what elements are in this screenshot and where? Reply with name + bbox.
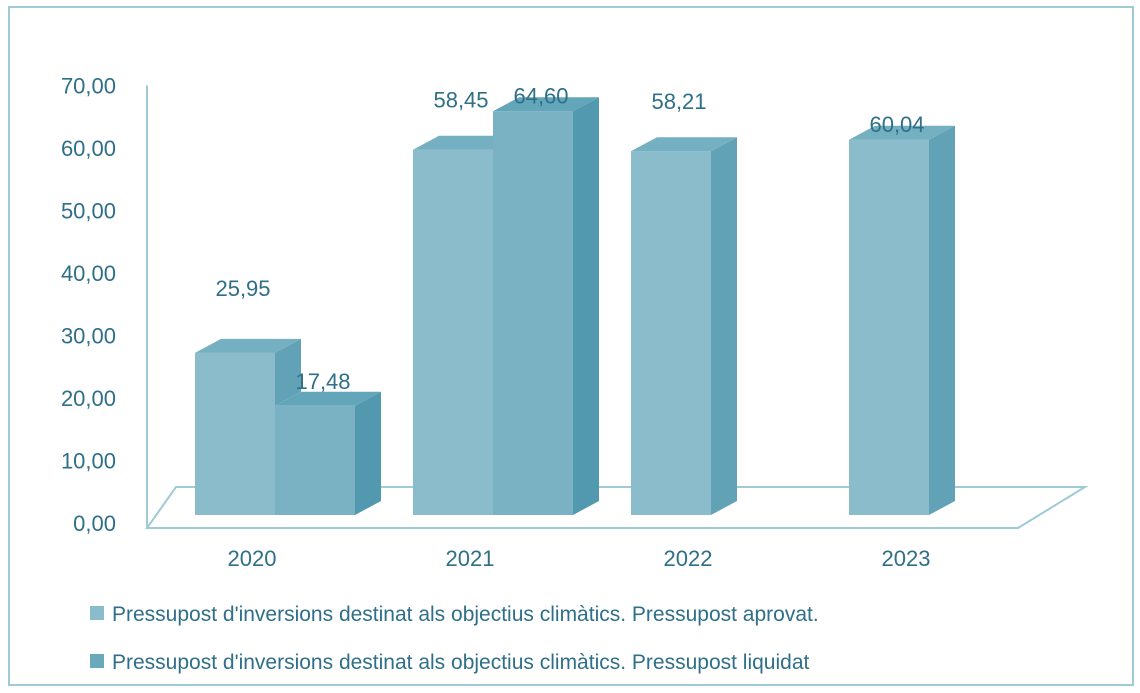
data-label-2022-series1: 58,21	[651, 89, 706, 114]
x-tick-label: 2022	[664, 546, 713, 571]
axes	[145, 85, 1089, 529]
x-axis-ticks: 2020 2021 2022 2023	[228, 546, 931, 571]
bar-2022-series1	[631, 137, 737, 515]
data-label-2020-series2: 17,48	[295, 369, 350, 394]
bar-2023-series1	[849, 125, 955, 515]
data-labels: 25,95 17,48 58,45 64,60 58,21 60,04	[215, 83, 924, 394]
bar-2021-series2	[493, 97, 599, 515]
x-tick-label: 2023	[882, 546, 931, 571]
y-tick-label: 40,00	[61, 261, 116, 286]
y-tick-label: 50,00	[61, 199, 116, 224]
data-label-2021-series1: 58,45	[433, 88, 488, 113]
bar-2020-series1	[195, 338, 301, 515]
y-tick-label: 60,00	[61, 136, 116, 161]
y-axis-ticks: 0,00 10,00 20,00 30,00 40,00 50,00 60,00 70,00	[61, 74, 116, 537]
y-tick-label: 20,00	[61, 386, 116, 411]
legend-swatch-liquidat	[90, 654, 104, 668]
y-tick-label: 70,00	[61, 74, 116, 99]
floor-plane	[145, 486, 1089, 529]
bar-2020-series2	[275, 391, 381, 515]
data-label-2020-series1: 25,95	[215, 276, 270, 301]
legend-label-aprovat: Pressupost d'inversions destinat als obj…	[112, 603, 819, 626]
legend: Pressupost d'inversions destinat als obj…	[90, 603, 819, 674]
x-tick-label: 2021	[446, 546, 495, 571]
legend-swatch-aprovat	[90, 606, 104, 620]
data-label-2023-series1: 60,04	[869, 112, 924, 137]
bars	[195, 97, 955, 515]
x-tick-label: 2020	[228, 546, 277, 571]
bar-2021-series1	[413, 135, 519, 515]
y-tick-label: 0,00	[73, 511, 116, 536]
y-tick-label: 10,00	[61, 449, 116, 474]
y-tick-label: 30,00	[61, 324, 116, 349]
legend-label-liquidat: Pressupost d'inversions destinat als obj…	[112, 651, 810, 674]
data-label-2021-series2: 64,60	[513, 83, 568, 108]
